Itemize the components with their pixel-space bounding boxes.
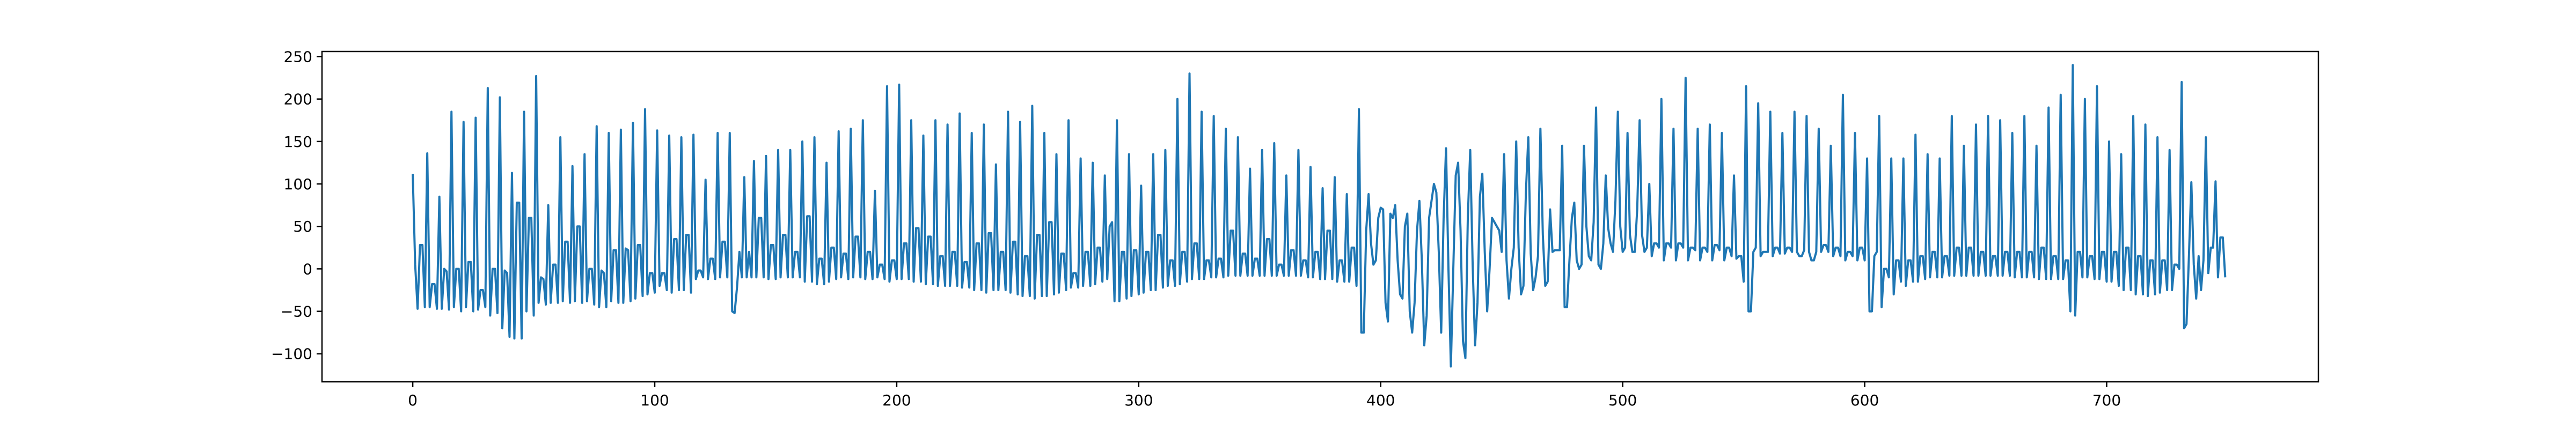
x-tick-label: 0 bbox=[408, 391, 418, 409]
plot-frame bbox=[321, 50, 2319, 383]
y-tick-label: 0 bbox=[303, 260, 312, 278]
y-tick-label: 100 bbox=[284, 175, 312, 193]
x-tick-label: 100 bbox=[640, 391, 669, 409]
y-tick-label: 50 bbox=[293, 218, 312, 235]
y-tick-label: 150 bbox=[284, 133, 312, 151]
x-tick-label: 300 bbox=[1124, 391, 1153, 409]
x-tick-label: 200 bbox=[882, 391, 911, 409]
x-tick-label: 700 bbox=[2092, 391, 2121, 409]
x-axis: 0 100 200 300 400 500 600 700 bbox=[408, 382, 2121, 409]
series-layer bbox=[412, 64, 2227, 368]
y-tick-label: 200 bbox=[284, 91, 312, 108]
x-tick-label: 500 bbox=[1608, 391, 1637, 409]
y-tick-label: −100 bbox=[271, 345, 312, 363]
y-tick-label: −50 bbox=[281, 303, 312, 321]
y-axis: −100 −50 0 50 100 150 200 250 bbox=[271, 48, 322, 363]
y-tick-label: 250 bbox=[284, 48, 312, 66]
x-tick-label: 400 bbox=[1366, 391, 1395, 409]
x-tick-label: 600 bbox=[1850, 391, 1879, 409]
series-line-0 bbox=[412, 64, 2227, 368]
